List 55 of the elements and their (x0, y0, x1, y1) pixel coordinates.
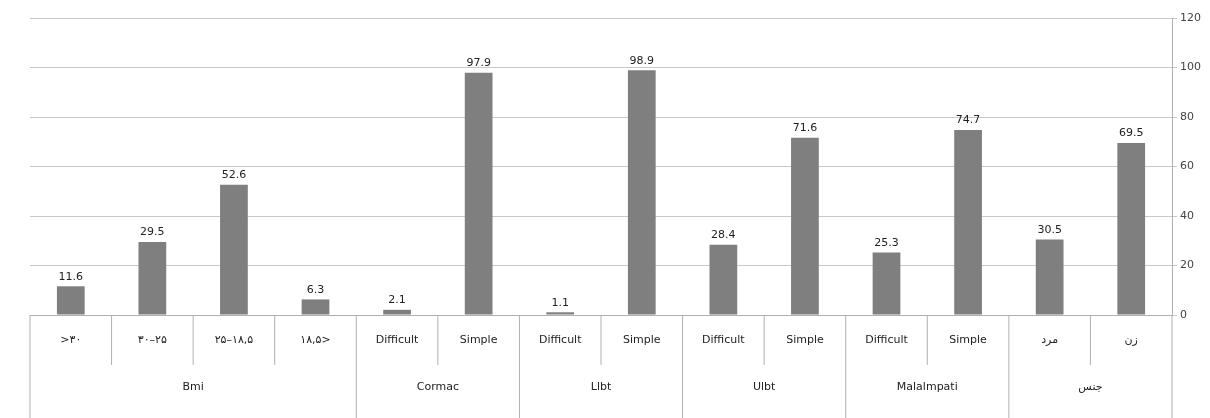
data-label: 69.5 (1118, 126, 1144, 140)
bar (56, 286, 85, 315)
x-tick-label: Difficult (538, 332, 583, 346)
data-label: 2.1 (388, 293, 406, 307)
x-tick-label: زن (1124, 332, 1138, 346)
bar (546, 312, 575, 315)
bar (627, 70, 656, 315)
bar (301, 299, 330, 315)
x-tick-label: ۳۰–۲۵ (137, 332, 168, 346)
text: Cormac (416, 379, 459, 393)
data-label: 74.7 (955, 113, 981, 127)
x-tick-label: Difficult (702, 332, 746, 346)
text: جنس (1078, 379, 1103, 393)
bar (1117, 142, 1146, 315)
x-tick-label: Difficult (375, 332, 420, 346)
y-tick-label: 120 (1180, 10, 1201, 24)
x-tick-label: Simple (949, 332, 988, 346)
data-label: 6.3 (306, 282, 325, 296)
x-tick-label: Difficult (865, 332, 909, 346)
bar (1035, 239, 1064, 315)
text: Bmi (182, 379, 204, 393)
bar (220, 184, 248, 315)
x-tick-label: Simple (623, 332, 661, 346)
data-label: 98.9 (629, 53, 655, 67)
text: Ulbt (752, 379, 777, 393)
data-label: 29.5 (140, 225, 165, 239)
y-tick-label: 60 (1180, 159, 1194, 173)
data-label: 30.5 (1037, 222, 1062, 236)
y-tick-label: 40 (1180, 208, 1194, 222)
data-label: 97.9 (466, 56, 491, 70)
data-label: 28.4 (711, 228, 736, 242)
bar (709, 244, 738, 315)
bar (872, 252, 901, 315)
bar (791, 137, 819, 315)
x-tick-label: ۲۵–۱۸,۵ (214, 332, 254, 346)
y-tick-label: 100 (1180, 60, 1201, 74)
x-tick-label: Simple (459, 332, 498, 346)
x-tick-label: >۳۰ (60, 332, 82, 346)
bar (954, 130, 982, 315)
data-label: 1.1 (551, 295, 569, 309)
bar (383, 309, 411, 315)
data-label: 25.3 (874, 235, 899, 249)
x-tick-label: مرد (1041, 332, 1059, 346)
bar (138, 241, 167, 315)
y-tick-label: 80 (1180, 109, 1194, 123)
y-tick-label: 0 (1180, 307, 1187, 321)
text: Malalmpati (896, 379, 958, 393)
text: Llbt (590, 379, 612, 393)
data-label: 71.6 (792, 121, 818, 135)
data-label: 11.6 (58, 269, 84, 283)
x-tick-label: ۱۸,۵> (300, 332, 331, 346)
data-label: 52.6 (221, 168, 247, 182)
x-tick-label: Simple (786, 332, 824, 346)
bar (464, 72, 493, 315)
y-tick-label: 20 (1180, 258, 1194, 272)
